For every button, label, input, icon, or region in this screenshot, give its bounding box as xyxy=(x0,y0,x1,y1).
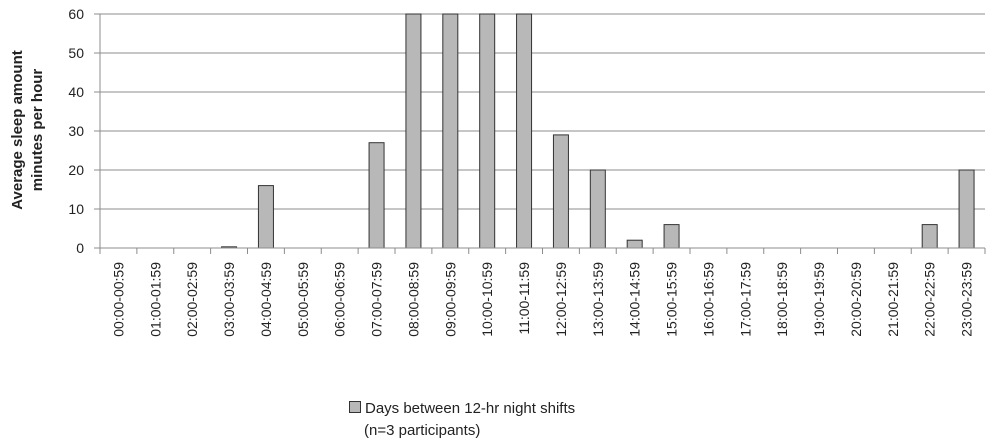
bar xyxy=(589,169,606,249)
x-tick-label: 09:00-09:59 xyxy=(442,262,458,337)
y-tick-label: 30 xyxy=(68,123,84,139)
x-tick-label: 06:00-06:59 xyxy=(332,262,348,337)
legend-label-line-2: (n=3 participants) xyxy=(364,422,481,439)
x-tick-label: 16:00-16:59 xyxy=(700,262,716,337)
x-tick-label: 07:00-07:59 xyxy=(369,262,385,337)
x-tick-label: 11:00-11:59 xyxy=(516,262,532,335)
x-tick-label: 03:00-03:59 xyxy=(221,262,237,337)
y-tick-label: 40 xyxy=(68,84,84,100)
x-tick-label: 13:00-13:59 xyxy=(590,262,606,337)
x-tick-label: 12:00-12:59 xyxy=(553,262,569,337)
x-axis-ticks: 00:00-00:59 01:00-01:59 02:00-02:59 03:00-0… xyxy=(110,262,974,337)
bar xyxy=(626,239,643,249)
x-tick-label: 04:00-04:59 xyxy=(258,262,274,337)
gridlines xyxy=(100,13,985,210)
x-tick-label: 08:00-08:59 xyxy=(405,262,421,337)
x-tick-label: 14:00-14:59 xyxy=(627,262,643,337)
x-tick-label: 15:00-15:59 xyxy=(664,262,680,337)
legend-swatch xyxy=(349,401,361,413)
legend: Days between 12-hr night shifts (n=3 par… xyxy=(349,398,669,442)
x-tick-label: 19:00-19:59 xyxy=(811,262,827,337)
x-tick-label: 18:00-18:59 xyxy=(774,262,790,337)
y-tick-label: 0 xyxy=(76,240,84,256)
bar xyxy=(368,142,385,249)
bar xyxy=(958,169,975,249)
x-tick-label: 22:00-22:59 xyxy=(922,262,938,337)
bar xyxy=(516,13,533,249)
bar xyxy=(921,224,938,249)
y-tick-label: 50 xyxy=(68,45,84,61)
legend-item: Days between 12-hr night shifts xyxy=(349,398,669,420)
y-tick-label: 10 xyxy=(68,201,84,217)
x-tick-label: 01:00-01:59 xyxy=(147,262,163,337)
x-tick-label: 21:00-21:59 xyxy=(885,262,901,337)
bar xyxy=(442,13,459,249)
y-tick-label: 20 xyxy=(68,162,84,178)
x-tick-label: 02:00-02:59 xyxy=(184,262,200,337)
y-axis-ticks: 0 10 20 30 40 50 60 xyxy=(68,6,84,256)
bar xyxy=(663,224,680,249)
x-axis xyxy=(94,13,986,254)
x-tick-label: 23:00-23:59 xyxy=(959,262,975,337)
legend-label-line-1: Days between 12-hr night shifts xyxy=(365,400,576,417)
x-tick-label: 05:00-05:59 xyxy=(295,262,311,337)
y-tick-label: 60 xyxy=(68,6,84,22)
bar xyxy=(405,13,422,249)
y-axis-label-line-1: Average sleep amount xyxy=(9,50,26,210)
x-tick-label: 00:00-00:59 xyxy=(110,262,126,337)
x-tick-label: 17:00-17:59 xyxy=(737,262,753,337)
y-axis-label-line-2: minutes per hour xyxy=(29,69,46,192)
x-tick-label: 10:00-10:59 xyxy=(479,262,495,337)
bars xyxy=(221,13,975,249)
bar xyxy=(479,13,496,249)
bar xyxy=(257,185,274,249)
bar xyxy=(552,134,569,249)
x-tick-label: 20:00-20:59 xyxy=(848,262,864,337)
